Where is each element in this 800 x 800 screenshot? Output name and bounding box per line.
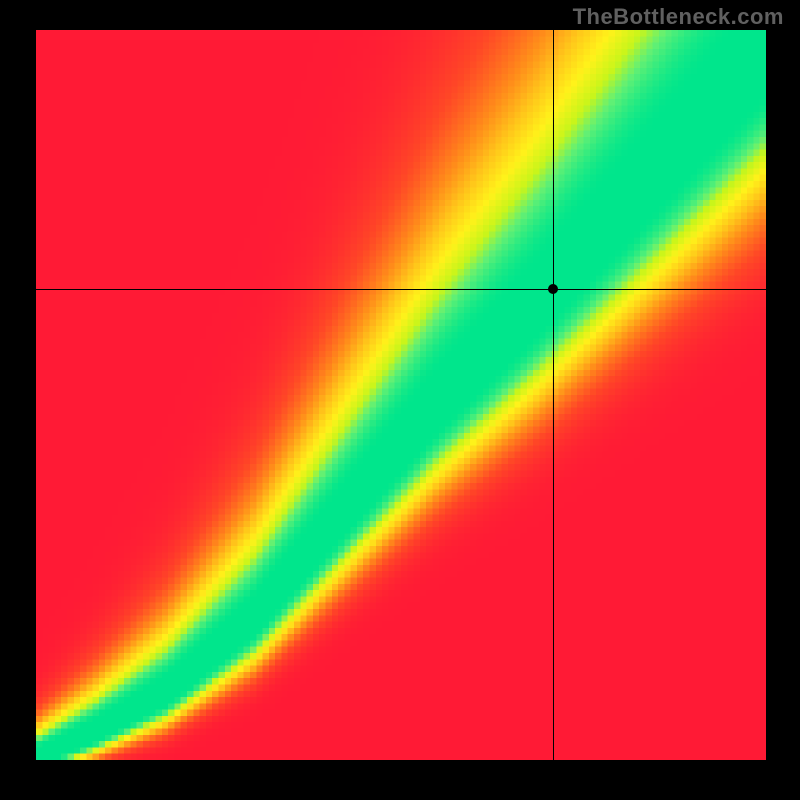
root: TheBottleneck.com: [0, 0, 800, 800]
crosshair-vertical: [553, 30, 554, 760]
brand-text: TheBottleneck.com: [573, 4, 784, 30]
crosshair-horizontal: [36, 289, 766, 290]
crosshair-marker: [548, 284, 558, 294]
bottleneck-heatmap: [36, 30, 766, 760]
